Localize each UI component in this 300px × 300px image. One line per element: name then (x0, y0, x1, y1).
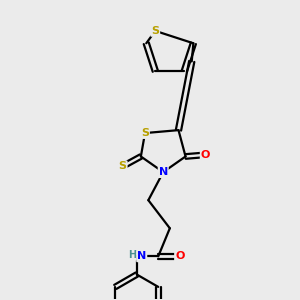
Text: N: N (159, 167, 168, 177)
Text: S: S (141, 128, 149, 138)
Text: N: N (137, 251, 146, 261)
Text: S: S (119, 161, 127, 171)
Text: O: O (175, 251, 184, 261)
Text: H: H (128, 250, 136, 260)
Text: S: S (151, 26, 159, 36)
Text: O: O (201, 150, 210, 160)
